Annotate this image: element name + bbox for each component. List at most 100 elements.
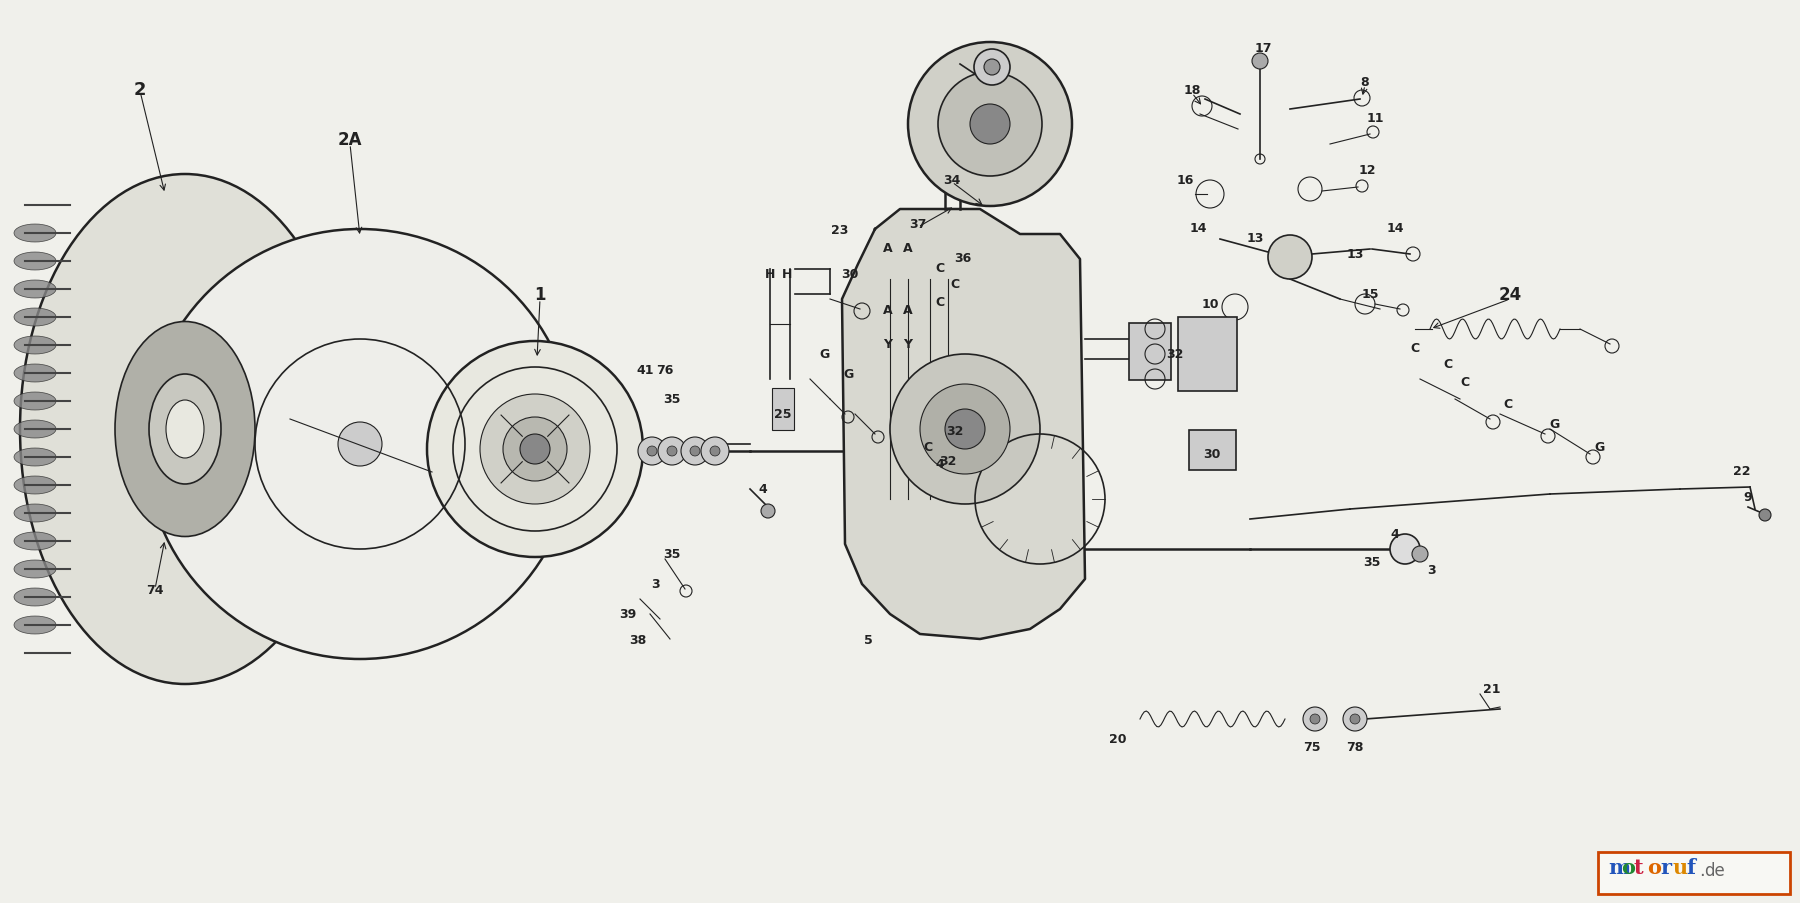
Ellipse shape [115, 322, 256, 537]
Ellipse shape [14, 533, 56, 551]
Text: G: G [1550, 418, 1561, 431]
Circle shape [481, 395, 590, 505]
Text: 41: 41 [635, 363, 653, 376]
Text: 20: 20 [1109, 732, 1127, 746]
Text: C: C [1503, 398, 1512, 411]
Circle shape [1759, 509, 1771, 521]
Ellipse shape [14, 505, 56, 523]
Text: 8: 8 [1361, 76, 1370, 88]
Text: 35: 35 [664, 393, 680, 406]
Circle shape [938, 73, 1042, 177]
FancyBboxPatch shape [1598, 852, 1789, 894]
Text: u: u [1672, 857, 1688, 877]
Text: C: C [936, 295, 945, 308]
Text: o: o [1647, 857, 1661, 877]
Text: 13: 13 [1246, 231, 1264, 244]
Text: 35: 35 [664, 548, 680, 561]
Text: 2A: 2A [338, 131, 362, 149]
Text: 11: 11 [1366, 111, 1384, 125]
Text: 5: 5 [864, 633, 873, 646]
Text: 16: 16 [1177, 173, 1193, 186]
Circle shape [920, 385, 1010, 474]
Text: 38: 38 [630, 633, 646, 646]
Circle shape [689, 446, 700, 457]
Circle shape [668, 446, 677, 457]
Circle shape [1310, 714, 1319, 724]
Ellipse shape [14, 309, 56, 327]
Ellipse shape [166, 401, 203, 459]
Text: 2: 2 [133, 81, 146, 99]
Text: o: o [1622, 857, 1634, 877]
Text: 4: 4 [936, 458, 945, 471]
Circle shape [338, 423, 382, 467]
Text: 37: 37 [909, 219, 927, 231]
Ellipse shape [14, 225, 56, 243]
Circle shape [974, 50, 1010, 86]
Text: 39: 39 [619, 608, 637, 621]
Circle shape [502, 417, 567, 481]
Text: C: C [1444, 358, 1453, 371]
Text: 74: 74 [146, 582, 164, 596]
Circle shape [659, 438, 686, 465]
Text: C: C [950, 278, 959, 291]
Circle shape [146, 229, 574, 659]
Circle shape [680, 438, 709, 465]
Text: Y: Y [904, 338, 913, 351]
Text: C: C [923, 441, 932, 454]
Circle shape [945, 410, 985, 450]
Text: C: C [1411, 341, 1420, 354]
Text: C: C [1460, 375, 1469, 388]
Text: Y: Y [884, 338, 893, 351]
Text: 21: 21 [1483, 683, 1501, 695]
Circle shape [985, 60, 1001, 76]
Circle shape [520, 434, 551, 464]
Ellipse shape [14, 589, 56, 606]
Circle shape [1390, 535, 1420, 564]
Text: 9: 9 [1744, 491, 1753, 504]
Text: 14: 14 [1386, 221, 1404, 234]
Circle shape [427, 341, 643, 557]
Text: 30: 30 [841, 268, 859, 281]
Text: 23: 23 [832, 223, 848, 237]
Text: .: . [1699, 861, 1705, 879]
Circle shape [889, 355, 1040, 505]
Text: G: G [1595, 441, 1606, 454]
Circle shape [700, 438, 729, 465]
Text: 75: 75 [1303, 740, 1321, 754]
Polygon shape [842, 209, 1085, 639]
Circle shape [1303, 707, 1327, 731]
Text: 3: 3 [650, 578, 659, 591]
FancyBboxPatch shape [1129, 323, 1172, 380]
Text: 25: 25 [774, 408, 792, 421]
Circle shape [646, 446, 657, 457]
Ellipse shape [14, 365, 56, 383]
Circle shape [970, 105, 1010, 144]
FancyBboxPatch shape [1177, 318, 1237, 392]
Text: C: C [936, 261, 945, 275]
Text: A: A [904, 303, 913, 316]
Ellipse shape [14, 561, 56, 578]
Ellipse shape [14, 393, 56, 411]
Text: 32: 32 [940, 455, 956, 468]
Text: 13: 13 [1346, 248, 1364, 261]
Text: de: de [1705, 861, 1724, 879]
Text: t: t [1634, 857, 1643, 877]
Circle shape [637, 438, 666, 465]
Text: 4: 4 [1391, 528, 1399, 541]
Ellipse shape [14, 421, 56, 439]
Text: f: f [1687, 857, 1696, 877]
Ellipse shape [14, 617, 56, 634]
Text: 14: 14 [1190, 221, 1206, 234]
Text: 34: 34 [943, 173, 961, 186]
Text: 24: 24 [1498, 285, 1521, 303]
Circle shape [1267, 236, 1312, 280]
Ellipse shape [14, 281, 56, 299]
Ellipse shape [14, 253, 56, 271]
Text: 36: 36 [954, 251, 972, 265]
Text: 30: 30 [1204, 448, 1220, 461]
Text: 22: 22 [1733, 465, 1751, 478]
Text: r: r [1660, 857, 1670, 877]
Text: A: A [884, 241, 893, 255]
Ellipse shape [14, 477, 56, 495]
Text: 4: 4 [758, 483, 767, 496]
